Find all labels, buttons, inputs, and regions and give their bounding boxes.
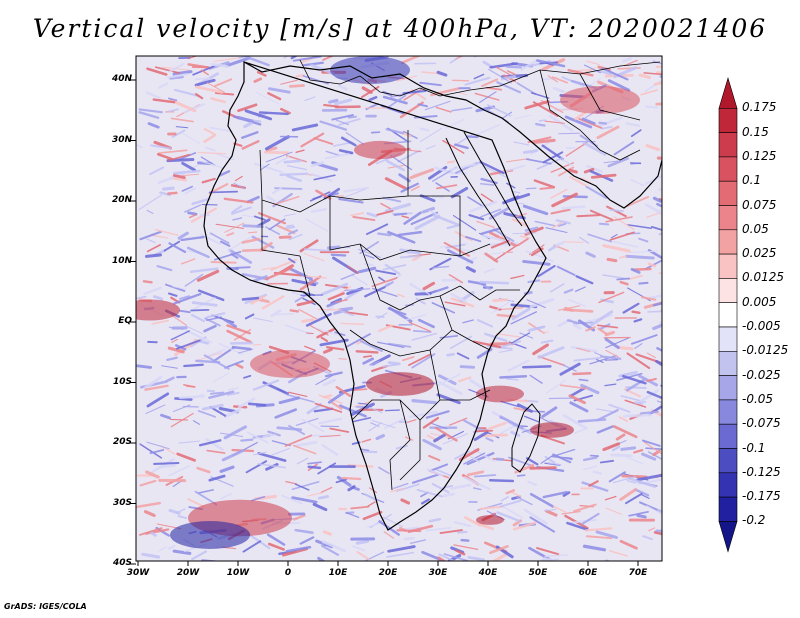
colorbar-swatch xyxy=(718,448,738,474)
chart-title: Vertical velocity [m/s] at 400hPa, VT: 2… xyxy=(32,14,768,43)
lon-label: 30E xyxy=(428,568,448,578)
colorbar-swatch xyxy=(718,375,738,401)
colorbar-label: -0.0125 xyxy=(742,343,789,358)
plot-frame xyxy=(135,55,663,562)
colorbar-label: -0.1 xyxy=(742,440,766,455)
lon-label: 0 xyxy=(284,568,292,578)
lon-label: 20E xyxy=(378,568,398,578)
lon-label: 10W xyxy=(226,568,250,578)
country-borders xyxy=(259,130,520,491)
colorbar-swatch xyxy=(718,132,738,158)
colorbar-swatch xyxy=(718,496,738,522)
lat-label: 30N xyxy=(111,134,132,145)
colorbar-label: -0.2 xyxy=(742,513,766,528)
colorbar-label: -0.175 xyxy=(742,489,781,504)
lon-label: 10E xyxy=(328,568,348,578)
lon-label: 60E xyxy=(578,568,598,578)
lat-label: 40N xyxy=(111,74,132,84)
colorbar-swatch xyxy=(718,205,738,231)
colorbar-label: -0.025 xyxy=(742,367,781,382)
lat-label: 10S xyxy=(112,376,132,387)
colorbar-label: 0.025 xyxy=(742,246,777,261)
colorbar-swatch xyxy=(718,350,738,376)
colorbar-label: 0.075 xyxy=(742,197,777,212)
colorbar-swatch xyxy=(718,180,738,206)
colorbar-label: 0.005 xyxy=(742,294,777,309)
europe-borders xyxy=(299,59,661,161)
colorbar-label: -0.005 xyxy=(742,319,781,333)
lat-label: EQ xyxy=(118,316,132,326)
lat-label: 20S xyxy=(112,437,132,447)
colorbar-swatch xyxy=(718,399,738,425)
colorbar-label: 0.125 xyxy=(742,148,777,163)
colorbar-swatch xyxy=(718,156,738,182)
colorbar-label: 0.175 xyxy=(742,100,777,115)
lat-label: 40S xyxy=(112,558,132,568)
lon-label: 40E xyxy=(478,568,498,578)
lon-label: 50E xyxy=(528,568,548,578)
colorbar-label: 0.05 xyxy=(742,221,769,236)
footer-credit: GrADS: IGES/COLA xyxy=(4,602,87,611)
colorbar-swatch xyxy=(718,521,738,553)
red-sea-coast xyxy=(445,131,523,247)
colorbar-swatch xyxy=(718,229,738,255)
colorbar-swatch xyxy=(718,278,738,303)
colorbar-label: -0.125 xyxy=(742,464,781,479)
colorbar-label: -0.05 xyxy=(742,391,774,406)
colorbar-label: 0.0125 xyxy=(742,270,784,285)
lat-label: 30S xyxy=(112,497,132,508)
coastline-madagascar xyxy=(511,403,541,473)
lat-label: 20N xyxy=(111,195,132,205)
colorbar-swatch xyxy=(718,302,738,328)
lon-label: 30W xyxy=(126,568,150,578)
axis-ticks xyxy=(130,79,639,566)
colorbar-swatch xyxy=(718,326,738,352)
colorbar xyxy=(718,76,738,553)
colorbar-swatch xyxy=(718,76,738,109)
lon-label: 20W xyxy=(176,568,200,578)
colorbar-swatch xyxy=(718,108,738,133)
colorbar-swatch xyxy=(718,253,738,279)
colorbar-swatch xyxy=(718,423,738,449)
colorbar-label: -0.075 xyxy=(742,416,781,431)
colorbar-swatch xyxy=(718,472,738,498)
lon-label: 70E xyxy=(628,568,648,578)
lat-label: 10N xyxy=(111,255,132,266)
colorbar-label: 0.15 xyxy=(742,124,769,139)
coastline-africa xyxy=(203,61,662,531)
colorbar-label: 0.1 xyxy=(742,173,762,188)
